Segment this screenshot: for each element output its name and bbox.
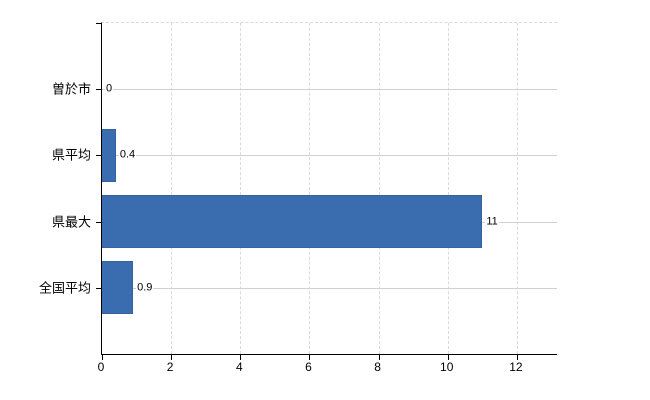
y-axis-tick — [96, 155, 101, 157]
y-axis-tick — [96, 89, 101, 91]
h-gridline — [102, 287, 557, 289]
x-tick-label: 10 — [440, 360, 454, 374]
x-tick-label: 4 — [235, 360, 243, 374]
bar — [102, 128, 116, 182]
x-axis-tick — [102, 355, 103, 360]
bar — [102, 195, 483, 249]
x-tick-label: 6 — [305, 360, 312, 374]
y-axis-tick — [96, 287, 101, 289]
v-gridline — [309, 23, 311, 354]
x-axis-tick — [240, 355, 242, 360]
bar-value-label: 0.9 — [136, 281, 154, 295]
category-label: 曽於市 — [51, 81, 91, 97]
x-tick-label: 0 — [97, 360, 105, 374]
category-label: 県最大 — [51, 214, 91, 230]
x-axis-tick — [378, 355, 380, 360]
h-gridline — [102, 155, 557, 157]
bar — [102, 261, 134, 315]
x-axis-tick — [171, 355, 173, 360]
x-axis-tick — [516, 355, 518, 360]
plot-area: 0 0.4 11 0.9 — [96, 22, 557, 360]
x-axis-tick — [309, 355, 311, 360]
x-axis-tick-labels: 0 2 4 6 8 10 12 — [97, 360, 556, 378]
category-label: 全国平均 — [38, 280, 91, 296]
h-gridline — [102, 89, 557, 91]
x-tick-label: 12 — [509, 360, 523, 374]
y-axis-category-labels: 曽於市県平均県最大全国平均 — [0, 22, 91, 353]
v-gridline — [171, 23, 173, 354]
x-axis-tick — [447, 355, 449, 360]
x-tick-label: 8 — [374, 360, 381, 374]
v-gridline — [240, 23, 242, 354]
bar-value-label: 0 — [105, 82, 114, 96]
v-gridline — [447, 23, 449, 354]
x-tick-label: 2 — [166, 360, 174, 374]
v-gridline — [378, 23, 380, 354]
bar-value-label: 11 — [485, 215, 499, 229]
bar-value-label: 0.4 — [118, 148, 137, 162]
y-axis-tick — [96, 221, 101, 223]
y-axis-end-tick — [96, 23, 101, 24]
v-gridline — [516, 23, 518, 354]
category-label: 県平均 — [51, 147, 91, 163]
